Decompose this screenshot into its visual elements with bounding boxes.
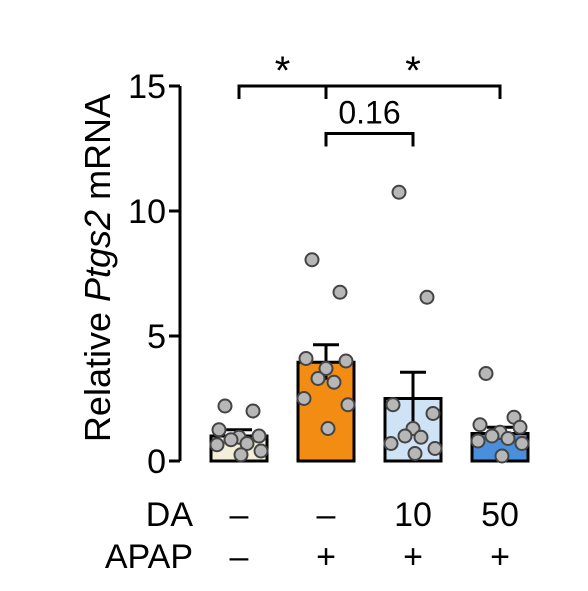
da-value: – — [230, 496, 249, 534]
data-point — [472, 417, 488, 433]
data-point — [326, 374, 342, 390]
data-point — [310, 371, 326, 386]
data-point — [340, 397, 356, 413]
data-point — [239, 436, 255, 451]
data-point — [298, 351, 314, 366]
data-point — [385, 397, 401, 413]
data-point — [304, 252, 320, 268]
data-point — [425, 406, 441, 421]
data-point — [427, 441, 443, 456]
y-tick-label: 15 — [128, 68, 166, 106]
data-point — [253, 443, 269, 459]
data-point — [338, 353, 354, 369]
significance-label: 0.16 — [338, 95, 400, 131]
significance-bracket — [324, 132, 415, 147]
da-value: 10 — [394, 496, 432, 534]
data-point — [318, 361, 334, 376]
data-point — [245, 403, 261, 419]
y-tick-label: 5 — [147, 318, 166, 356]
data-point — [320, 421, 336, 436]
significance-label: * — [405, 49, 421, 93]
da-value: 50 — [481, 496, 519, 534]
apap-value: – — [230, 538, 249, 576]
data-point — [500, 431, 516, 446]
da-value: – — [317, 496, 336, 534]
significance-label: * — [275, 49, 291, 93]
data-point — [470, 433, 486, 449]
apap-value: + — [403, 538, 423, 576]
data-point — [413, 429, 429, 445]
data-point — [494, 448, 510, 464]
y-axis-label: Relative Ptgs2 mRNA — [77, 94, 118, 442]
apap-value: + — [490, 538, 510, 576]
data-point — [296, 391, 312, 406]
data-point — [332, 284, 348, 300]
data-point — [419, 289, 435, 305]
data-point — [211, 422, 227, 438]
bar — [296, 360, 356, 463]
data-point — [209, 437, 225, 453]
data-point — [391, 184, 407, 200]
data-point — [514, 436, 530, 451]
data-point — [233, 447, 249, 463]
data-point — [512, 419, 528, 435]
data-point — [478, 366, 494, 381]
row-label-da: DA — [146, 496, 194, 534]
apap-value: + — [316, 538, 336, 576]
data-point — [217, 398, 233, 414]
data-point — [383, 436, 399, 451]
data-point — [251, 428, 267, 444]
row-label-apap: APAP — [105, 538, 193, 576]
y-tick-label: 10 — [128, 193, 166, 231]
data-point — [407, 446, 423, 461]
data-point — [223, 432, 239, 448]
y-tick-label: 0 — [147, 443, 166, 481]
data-point — [484, 428, 500, 444]
significance-bracket — [324, 84, 502, 99]
data-point — [397, 428, 413, 444]
